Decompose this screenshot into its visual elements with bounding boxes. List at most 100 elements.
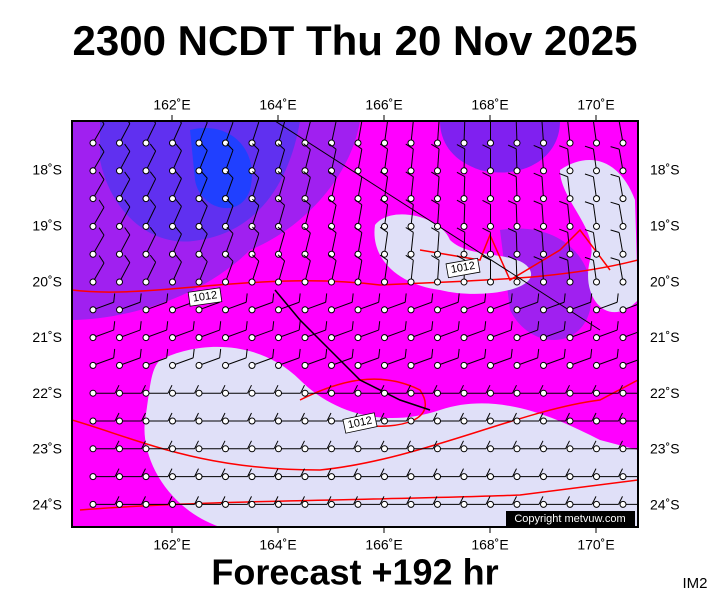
station xyxy=(381,445,388,453)
station xyxy=(566,445,574,453)
barb-staff xyxy=(225,329,247,339)
barb-flag xyxy=(379,254,388,261)
barb-staff xyxy=(225,261,234,283)
barb-staff xyxy=(541,204,544,227)
wind-barb xyxy=(566,412,597,425)
station xyxy=(593,167,600,175)
station xyxy=(487,250,494,258)
barb-flag xyxy=(226,171,234,179)
barb-staff xyxy=(172,178,182,199)
station xyxy=(89,222,97,230)
barb-flag xyxy=(98,171,105,180)
wind-barb xyxy=(407,468,438,481)
barb-flag xyxy=(379,199,388,206)
station xyxy=(301,222,309,230)
station xyxy=(434,278,441,286)
barb-staff xyxy=(622,329,638,339)
barb-flag xyxy=(457,348,460,358)
barb-staff xyxy=(437,232,440,255)
barb-flag xyxy=(194,384,199,394)
wind-barb xyxy=(610,121,627,147)
barb-flag xyxy=(98,144,105,153)
barb-flag xyxy=(272,348,275,358)
wind-barb xyxy=(328,440,358,453)
wind-barb xyxy=(248,293,275,314)
wind-barb xyxy=(89,227,105,258)
station xyxy=(195,389,203,397)
station xyxy=(116,278,123,286)
wind-barb xyxy=(328,171,337,203)
station xyxy=(116,167,123,175)
barb-flag xyxy=(149,227,157,235)
station xyxy=(593,222,600,230)
station xyxy=(407,195,415,203)
station xyxy=(248,334,256,342)
wind-barb xyxy=(301,384,332,397)
wind-barb xyxy=(195,321,222,342)
barb-flag xyxy=(431,199,440,205)
wind-barb xyxy=(434,468,464,481)
wind-barb xyxy=(222,468,252,481)
wind-barb xyxy=(195,171,208,203)
wind-barb xyxy=(222,321,248,342)
wind-barb xyxy=(619,349,647,369)
station xyxy=(195,445,203,453)
barb-flag xyxy=(484,348,487,358)
barb-flag xyxy=(456,144,466,150)
barb-flag xyxy=(277,226,285,234)
station xyxy=(169,139,176,147)
barb-staff xyxy=(198,205,208,227)
wind-barb xyxy=(142,293,169,314)
station xyxy=(460,222,468,230)
station xyxy=(487,500,494,508)
station xyxy=(116,334,123,342)
wind-barb xyxy=(195,384,226,397)
barb-flag xyxy=(328,198,337,206)
wind-barb xyxy=(89,384,120,397)
station xyxy=(487,445,494,453)
barb-staff xyxy=(384,176,389,199)
station xyxy=(460,500,468,508)
barb-flag xyxy=(300,412,305,422)
barb-flag xyxy=(616,321,619,331)
barb-flag xyxy=(273,496,279,505)
barb-flag xyxy=(507,200,517,205)
barb-staff xyxy=(437,204,440,227)
station xyxy=(407,139,415,147)
station xyxy=(142,500,150,508)
barb-flag xyxy=(200,226,208,235)
barb-flag xyxy=(303,198,311,206)
wind-barb xyxy=(142,199,157,230)
barb-flag xyxy=(485,384,491,394)
barb-staff xyxy=(145,262,157,283)
wind-barb xyxy=(407,440,438,453)
barb-flag xyxy=(139,348,142,358)
wind-barb xyxy=(89,293,116,314)
wind-barb xyxy=(460,293,487,314)
wind-barb xyxy=(116,293,142,314)
barb-staff xyxy=(463,148,466,171)
barb-flag xyxy=(124,121,131,124)
station xyxy=(222,500,229,508)
station xyxy=(354,250,362,258)
station xyxy=(89,278,97,286)
isobar xyxy=(419,228,611,282)
barb-staff xyxy=(567,176,571,199)
station xyxy=(116,500,123,508)
barb-staff xyxy=(410,148,414,171)
barb-flag xyxy=(273,412,279,422)
barb-flag xyxy=(273,384,279,394)
barb-flag xyxy=(141,468,146,477)
barb-flag xyxy=(141,384,146,394)
station xyxy=(195,473,203,481)
barb-staff xyxy=(278,205,286,227)
wind-barb xyxy=(116,412,146,425)
barb-flag xyxy=(641,349,647,358)
barb-flag xyxy=(645,441,649,449)
station xyxy=(275,473,282,481)
barb-flag xyxy=(533,172,543,178)
wind-barb xyxy=(487,321,513,342)
barb-staff xyxy=(119,357,141,366)
barb-flag xyxy=(303,143,311,150)
wind-barb xyxy=(222,348,248,369)
